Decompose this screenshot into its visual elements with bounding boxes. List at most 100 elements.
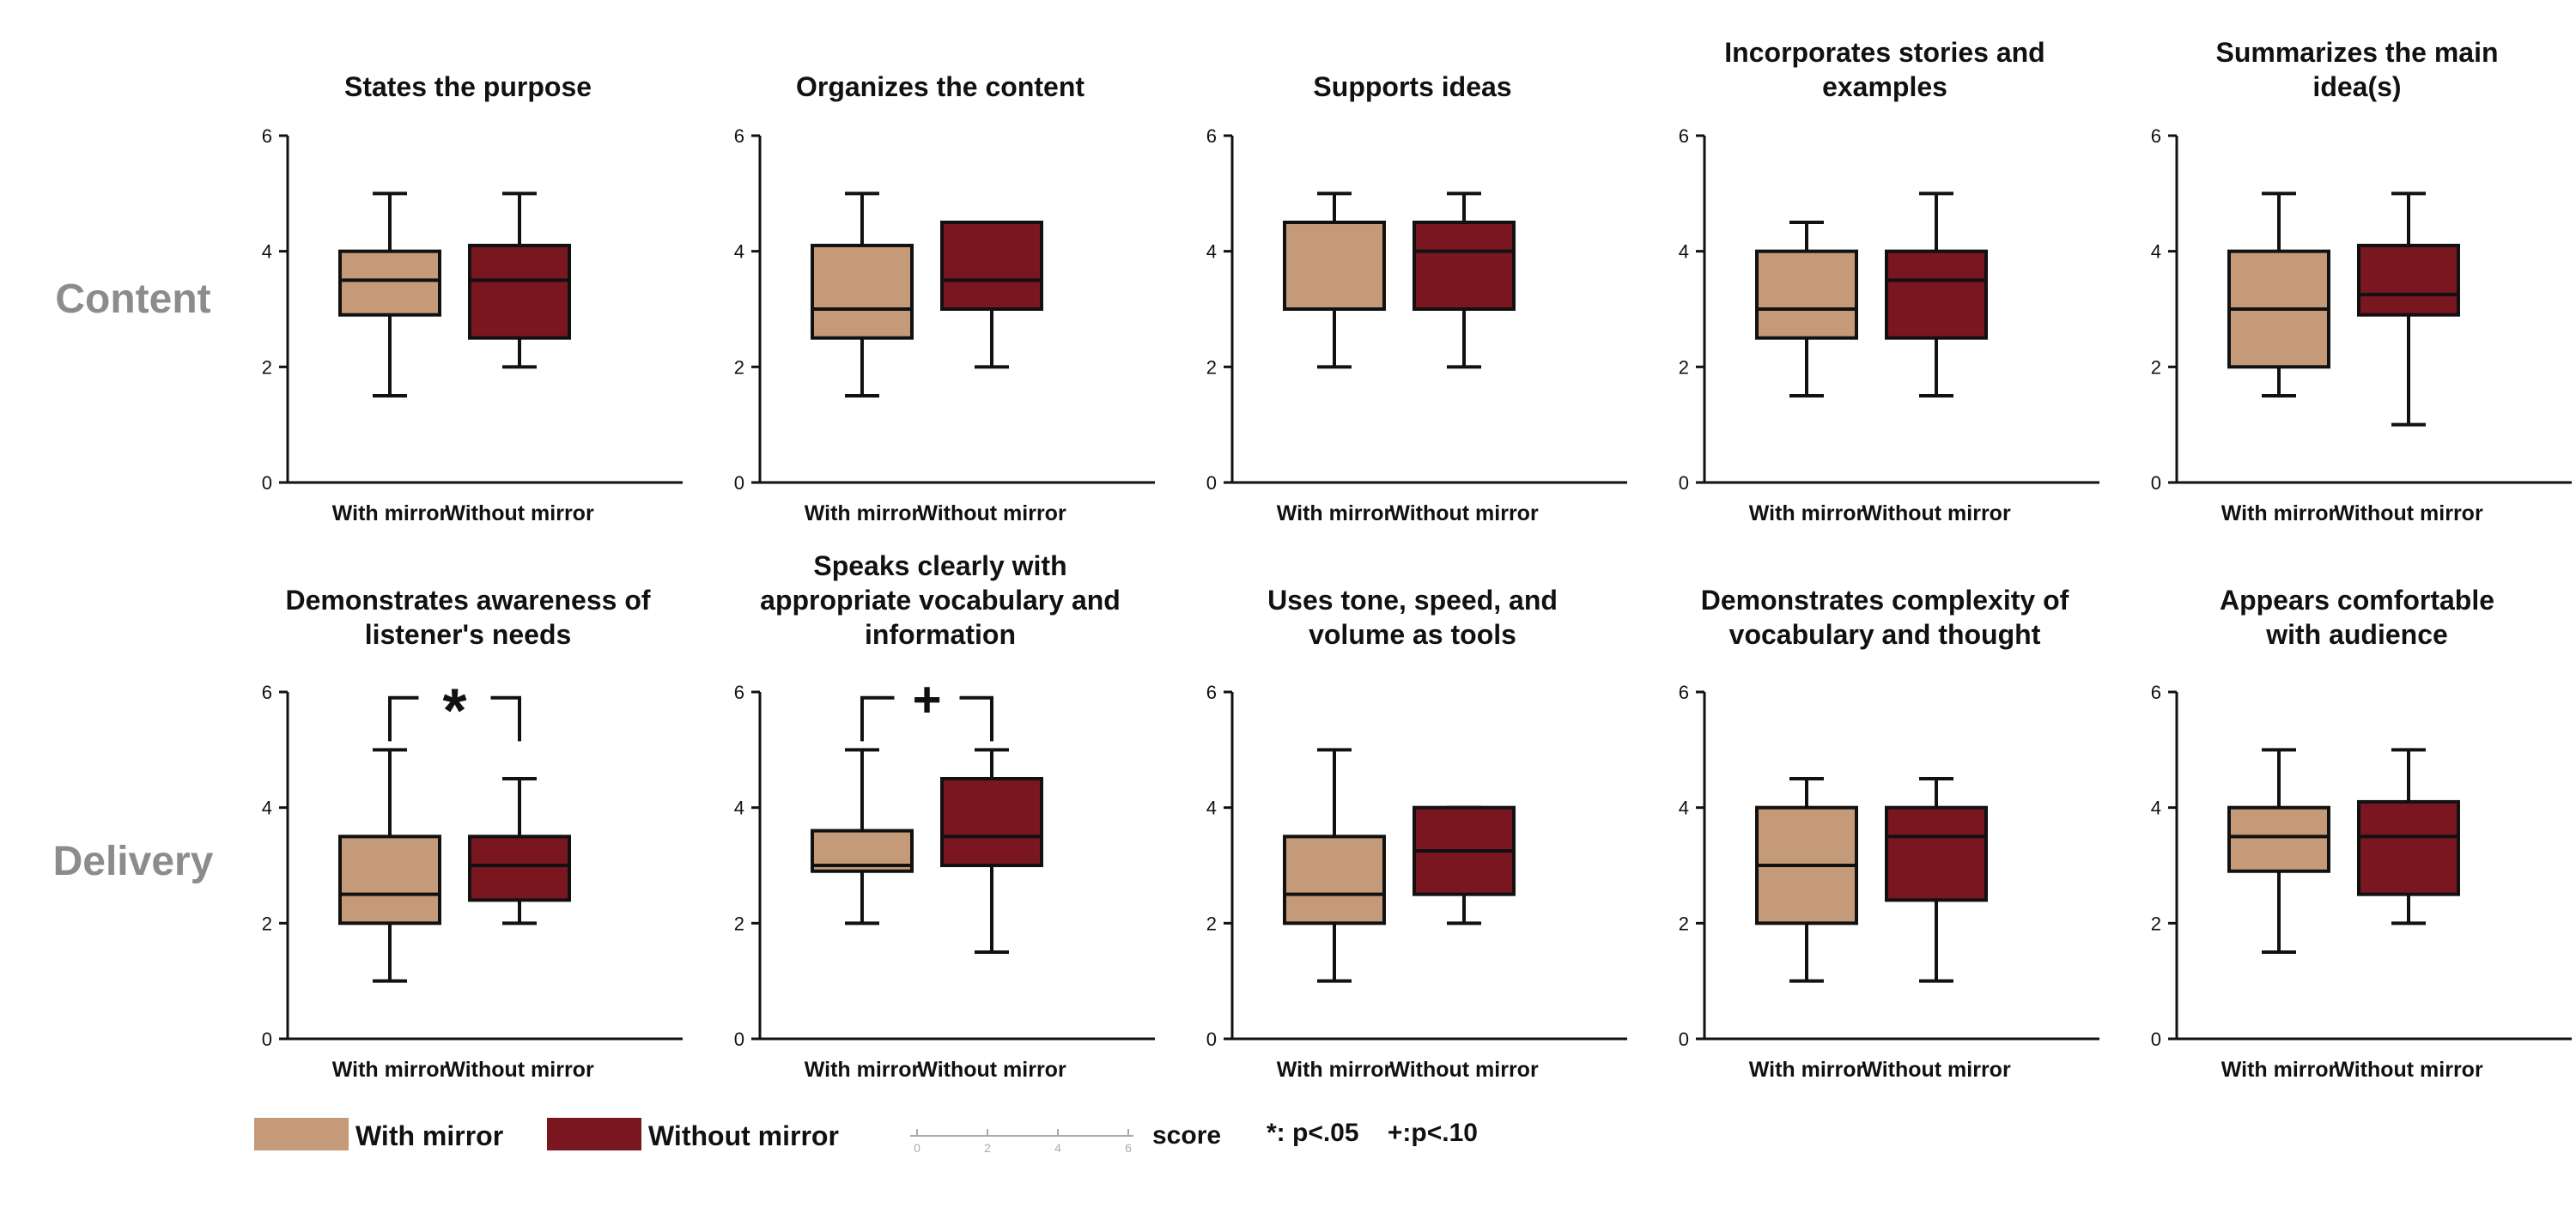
box-with-mirror	[338, 249, 441, 317]
legend-score-scale: 0 2 4 6	[910, 1129, 1133, 1155]
panel-title: idea(s)	[2312, 71, 2401, 102]
y-tick-label: 4	[1206, 241, 1217, 263]
x-tick-label: Without mirror	[917, 1058, 1066, 1082]
y-tick-label: 4	[2151, 798, 2161, 819]
significance-marker: *	[442, 677, 466, 746]
panel-title: listener's needs	[365, 619, 572, 650]
x-tick-label: Without mirror	[1862, 501, 2011, 525]
legend-scale-tick-label: 0	[914, 1141, 920, 1155]
significance-bracket-left	[388, 695, 419, 742]
box-without-mirror	[2357, 799, 2460, 896]
panel-title: Supports ideas	[1313, 71, 1511, 102]
y-tick-label: 6	[262, 682, 272, 703]
x-tick-label: Without mirror	[917, 501, 1066, 525]
y-tick-label: 4	[1206, 798, 1217, 819]
significance-marker: +	[913, 672, 942, 728]
box-with-mirror	[1283, 221, 1386, 311]
x-tick-label: With mirror	[2221, 1058, 2337, 1082]
x-tick-label: With mirror	[1749, 1058, 1865, 1082]
y-tick-label: 4	[1679, 241, 1689, 263]
panel-title: examples	[1822, 71, 1947, 102]
legend: With mirror Without mirror 0 2 4 6 score…	[254, 1118, 1478, 1155]
box-without-mirror	[2357, 243, 2460, 317]
y-tick-label: 2	[262, 356, 272, 378]
box-without-mirror	[468, 243, 571, 340]
panel-title: Uses tone, speed, and	[1267, 585, 1558, 616]
x-tick-label: Without mirror	[1862, 1058, 2011, 1082]
x-tick-label: Without mirror	[445, 1058, 594, 1082]
box-without-mirror	[468, 835, 571, 902]
y-tick-label: 6	[1206, 125, 1217, 147]
significance-bracket-right	[490, 695, 521, 742]
box-without-mirror	[1413, 221, 1516, 311]
y-tick-label: 2	[734, 913, 744, 934]
y-tick-label: 0	[2151, 472, 2161, 494]
legend-label-without-mirror: Without mirror	[648, 1120, 839, 1151]
panel-title: vocabulary and thought	[1729, 619, 2041, 650]
x-tick-label: With mirror	[1749, 501, 1865, 525]
y-tick-label: 6	[734, 682, 744, 703]
x-tick-label: With mirror	[805, 1058, 920, 1082]
x-tick-label: With mirror	[805, 501, 920, 525]
row-label-content: Content	[55, 276, 210, 322]
y-tick-label: 0	[1679, 472, 1689, 494]
box-with-mirror	[1283, 835, 1386, 926]
y-tick-label: 2	[1679, 913, 1689, 934]
y-tick-label: 0	[734, 1029, 744, 1050]
y-tick-label: 0	[262, 472, 272, 494]
x-tick-label: Without mirror	[2334, 501, 2483, 525]
y-tick-label: 2	[2151, 913, 2161, 934]
panel-title: Incorporates stories and	[1724, 37, 2044, 68]
y-tick-label: 6	[262, 125, 272, 147]
panel: Organizes the content 0 2 4 6 With mirrorWith…	[734, 71, 1155, 525]
legend-score-label: score	[1152, 1121, 1221, 1150]
y-tick-label: 6	[2151, 125, 2161, 147]
x-tick-label: With mirror	[1277, 1058, 1393, 1082]
y-tick-label: 0	[262, 1029, 272, 1050]
box-with-mirror	[338, 835, 441, 926]
panel-title: information	[865, 619, 1016, 650]
panel-title: States the purpose	[344, 71, 592, 102]
box-with-mirror	[1755, 249, 1858, 340]
box-without-mirror	[940, 221, 1043, 311]
row-label-delivery: Delivery	[53, 839, 214, 884]
legend-scale-tick-label: 4	[1054, 1141, 1061, 1155]
legend-scale-tick-label: 2	[984, 1141, 991, 1155]
legend-scale-tick-label: 6	[1125, 1141, 1132, 1155]
box-with-mirror	[2227, 805, 2330, 873]
y-tick-label: 0	[2151, 1029, 2161, 1050]
y-tick-label: 4	[262, 798, 272, 819]
y-tick-label: 6	[2151, 682, 2161, 703]
y-tick-label: 2	[262, 913, 272, 934]
legend-label-with-mirror: With mirror	[355, 1120, 503, 1151]
y-tick-label: 0	[1206, 472, 1217, 494]
x-tick-label: Without mirror	[445, 501, 594, 525]
y-tick-label: 2	[2151, 356, 2161, 378]
x-tick-label: With mirror	[332, 501, 448, 525]
panel-title: Demonstrates complexity of	[1701, 585, 2069, 616]
x-tick-label: Without mirror	[2334, 1058, 2483, 1082]
y-tick-label: 2	[734, 356, 744, 378]
y-tick-label: 2	[1206, 356, 1217, 378]
panel-title: Organizes the content	[796, 71, 1084, 102]
panel-title: Demonstrates awareness of	[285, 585, 650, 616]
significance-bracket-right	[959, 695, 993, 742]
y-tick-label: 6	[1679, 125, 1689, 147]
y-tick-label: 0	[1206, 1029, 1217, 1050]
legend-swatch-with-mirror	[254, 1118, 349, 1150]
x-tick-label: Without mirror	[1389, 1058, 1539, 1082]
legend-significance-note: *: p<.05 +:p<.10	[1267, 1119, 1478, 1147]
box-without-mirror	[1885, 805, 1988, 902]
legend-swatch-without-mirror	[547, 1118, 641, 1150]
panel: States the purpose 0 2 4 6 With mirrorWithout…	[262, 71, 683, 525]
y-tick-label: 4	[734, 798, 744, 819]
y-tick-label: 6	[1206, 682, 1217, 703]
panel-title: Summarizes the main	[2216, 37, 2499, 68]
y-tick-label: 2	[1679, 356, 1689, 378]
box-without-mirror	[940, 777, 1043, 867]
